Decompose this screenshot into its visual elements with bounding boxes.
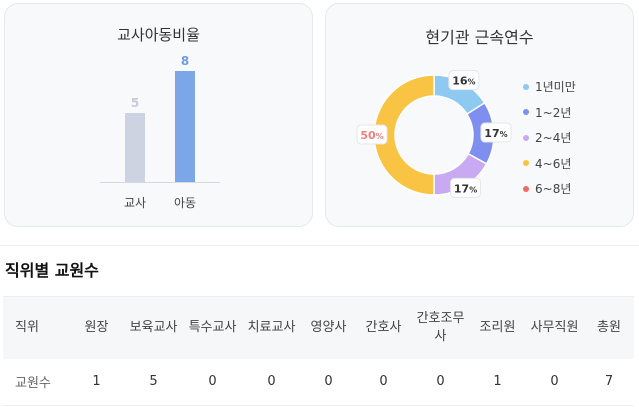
legend-label: 6~8년: [535, 182, 572, 197]
staff-table-header-row: 직위 원장 보육교사 특수교사 치료교사 영양사 간호사 간호조무사 조리원 사무직원 총원: [3, 296, 634, 359]
legend-dot-icon: [523, 109, 529, 116]
staff-table: 직위 원장 보육교사 특수교사 치료교사 영양사 간호사 간호조무사 조리원 사무직원 총원 교원수…: [3, 296, 634, 406]
legend-item: 4~6년: [523, 151, 576, 177]
svg-text:50%: 50%: [360, 129, 383, 142]
bar-category-label: 아동: [173, 196, 197, 210]
value-cell: 0: [411, 358, 470, 406]
donut-value-label: 50%: [356, 124, 388, 145]
staff-section-title: 직위별 교원수: [5, 261, 99, 280]
header-cell: 보육교사: [124, 296, 183, 359]
bar-value-label: 8: [180, 53, 190, 68]
legend-item: 1년미만: [523, 74, 576, 100]
bar-category-label: 교사: [123, 196, 147, 210]
svg-text:16%: 16%: [452, 75, 475, 88]
header-cell: 원장: [69, 296, 124, 359]
value-cell: 0: [242, 358, 301, 406]
legend-label: 1~2년: [535, 105, 572, 120]
header-cell: 간호조무사: [411, 296, 470, 359]
teacher-child-ratio-title: 교사아동비율: [117, 26, 200, 44]
legend-label: 1년미만: [535, 80, 576, 95]
header-cell: 치료교사: [242, 296, 301, 359]
value-cell: 7: [584, 358, 634, 406]
header-cell: 사무직원: [525, 296, 584, 359]
value-cell: 0: [356, 358, 411, 406]
donut-value-label: 17%: [450, 177, 482, 198]
donut-slice-4~6년: [373, 74, 435, 196]
header-cell: 조리원: [470, 296, 525, 359]
tenure-legend: 1년미만 1~2년 2~4년 4~6년 6~8년: [523, 74, 576, 202]
donut-value-label: 16%: [448, 70, 480, 91]
header-cell: 간호사: [356, 296, 411, 359]
legend-item: 6~8년: [523, 176, 576, 202]
tenure-donut-chart: 16% 17% 17% 50%: [356, 70, 512, 198]
header-cell: 직위: [3, 296, 69, 359]
bar-아동: [175, 70, 195, 182]
legend-item: 2~4년: [523, 125, 576, 151]
tenure-card: 현기관 근속연수 16% 17% 17% 50% 1년미만 1~2년 2~4년 4~6년 6~…: [325, 3, 634, 227]
header-cell: 총원: [584, 296, 634, 359]
legend-dot-icon: [523, 83, 529, 90]
header-cell: 특수교사: [183, 296, 242, 359]
bar-chart-axis: [100, 182, 220, 183]
value-cell: 0: [183, 358, 242, 406]
section-divider: [0, 245, 639, 246]
legend-label: 4~6년: [535, 156, 572, 171]
teacher-child-ratio-card: 교사아동비율 5 교사 8 아동: [4, 3, 313, 227]
legend-label: 2~4년: [535, 131, 572, 146]
legend-item: 1~2년: [523, 100, 576, 126]
svg-text:17%: 17%: [484, 127, 507, 140]
svg-text:17%: 17%: [454, 182, 477, 195]
header-cell: 영양사: [301, 296, 356, 359]
value-cell: 0: [301, 358, 356, 406]
donut-value-label: 17%: [480, 122, 512, 143]
staff-table-row: 교원수 1 5 0 0 0 0 0 1 0 7: [3, 358, 634, 406]
value-cell: 1: [470, 358, 525, 406]
legend-dot-icon: [523, 134, 529, 141]
value-cell: 1: [69, 358, 124, 406]
bar-value-label: 5: [130, 95, 140, 110]
legend-dot-icon: [523, 160, 529, 167]
bar-교사: [125, 112, 145, 182]
value-cell: 0: [525, 358, 584, 406]
legend-dot-icon: [523, 185, 529, 192]
row-label-cell: 교원수: [3, 358, 69, 406]
value-cell: 5: [124, 358, 183, 406]
tenure-title: 현기관 근속연수: [425, 28, 534, 47]
